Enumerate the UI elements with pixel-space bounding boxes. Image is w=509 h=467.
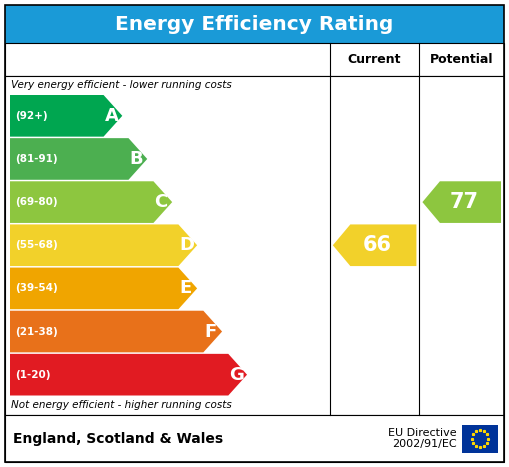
Text: (81-91): (81-91)	[15, 154, 58, 164]
Polygon shape	[10, 181, 172, 223]
Text: A: A	[104, 107, 119, 125]
Text: Energy Efficiency Rating: Energy Efficiency Rating	[116, 14, 393, 34]
Text: (1-20): (1-20)	[15, 370, 50, 380]
Text: D: D	[179, 236, 194, 254]
Text: (92+): (92+)	[15, 111, 48, 121]
Text: F: F	[204, 323, 217, 340]
Text: Not energy efficient - higher running costs: Not energy efficient - higher running co…	[11, 400, 232, 410]
Text: B: B	[129, 150, 143, 168]
Polygon shape	[10, 138, 147, 180]
Polygon shape	[333, 225, 416, 266]
Text: 77: 77	[450, 192, 479, 212]
Text: 2002/91/EC: 2002/91/EC	[392, 439, 457, 450]
Text: (21-38): (21-38)	[15, 326, 58, 337]
Text: Current: Current	[348, 53, 402, 66]
Bar	[462, 425, 498, 453]
Text: C: C	[154, 193, 167, 211]
Bar	[5, 76, 504, 415]
Polygon shape	[10, 354, 247, 396]
Text: Very energy efficient - lower running costs: Very energy efficient - lower running co…	[11, 80, 232, 91]
Text: E: E	[179, 279, 192, 297]
Text: EU Directive: EU Directive	[388, 427, 457, 438]
Text: 66: 66	[363, 235, 392, 255]
Bar	[5, 5, 504, 43]
Polygon shape	[10, 95, 122, 137]
Polygon shape	[10, 225, 197, 266]
Text: England, Scotland & Wales: England, Scotland & Wales	[13, 432, 223, 446]
Text: (39-54): (39-54)	[15, 283, 58, 293]
Text: (55-68): (55-68)	[15, 240, 58, 250]
Text: (69-80): (69-80)	[15, 197, 58, 207]
Text: G: G	[229, 366, 244, 384]
Text: Potential: Potential	[430, 53, 493, 66]
Bar	[5, 415, 504, 462]
Polygon shape	[10, 311, 222, 353]
Bar	[5, 43, 504, 76]
Polygon shape	[422, 181, 501, 223]
Polygon shape	[10, 268, 197, 309]
